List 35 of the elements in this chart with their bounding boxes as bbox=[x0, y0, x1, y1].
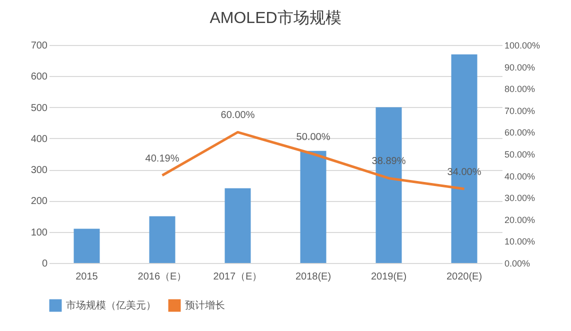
bar bbox=[300, 150, 326, 263]
y-tick-label: 700 bbox=[30, 40, 48, 52]
x-tick-label: 2020(E) bbox=[446, 272, 482, 282]
y-tick-label: 400 bbox=[30, 134, 48, 145]
legend-label: 预计增长 bbox=[185, 300, 225, 312]
legend-label: 市场规模（亿美元） bbox=[66, 300, 156, 312]
y2-tick-label: 40.00% bbox=[504, 171, 536, 182]
bar bbox=[224, 188, 251, 263]
y-tick-label: 300 bbox=[30, 165, 48, 176]
y2-tick-label: 90.00% bbox=[504, 62, 536, 72]
y-tick-label: 100 bbox=[30, 227, 48, 238]
data-label: 40.19% bbox=[145, 153, 180, 164]
y-tick-label: 500 bbox=[30, 102, 48, 114]
y2-tick-label: 30.00% bbox=[504, 193, 536, 204]
data-label: 60.00% bbox=[220, 110, 255, 122]
y2-tick-label: 70.00% bbox=[504, 106, 536, 116]
y2-tick-label: 0.00% bbox=[504, 258, 530, 268]
y2-tick-label: 60.00% bbox=[504, 128, 536, 138]
chart-title: AMOLED市场规模 bbox=[210, 9, 342, 27]
y2-tick-label: 80.00% bbox=[504, 84, 536, 94]
y2-tick-label: 20.00% bbox=[504, 214, 536, 225]
x-tick-label: 2016（E） bbox=[138, 272, 187, 282]
data-label: 50.00% bbox=[296, 132, 330, 143]
x-tick-label: 2015 bbox=[76, 272, 98, 282]
bar bbox=[149, 216, 176, 263]
y-tick-label: 0 bbox=[42, 258, 48, 270]
y2-tick-label: 100.00% bbox=[504, 40, 540, 50]
y2-tick-label: 50.00% bbox=[504, 150, 536, 160]
x-tick-label: 2018(E) bbox=[295, 272, 332, 282]
x-tick-label: 2019(E) bbox=[370, 272, 407, 282]
x-tick-label: 2017（E） bbox=[213, 272, 262, 282]
y-tick-label: 600 bbox=[30, 72, 48, 83]
bar bbox=[74, 228, 100, 263]
y2-tick-label: 10.00% bbox=[504, 236, 536, 247]
y-tick-label: 200 bbox=[30, 196, 48, 208]
